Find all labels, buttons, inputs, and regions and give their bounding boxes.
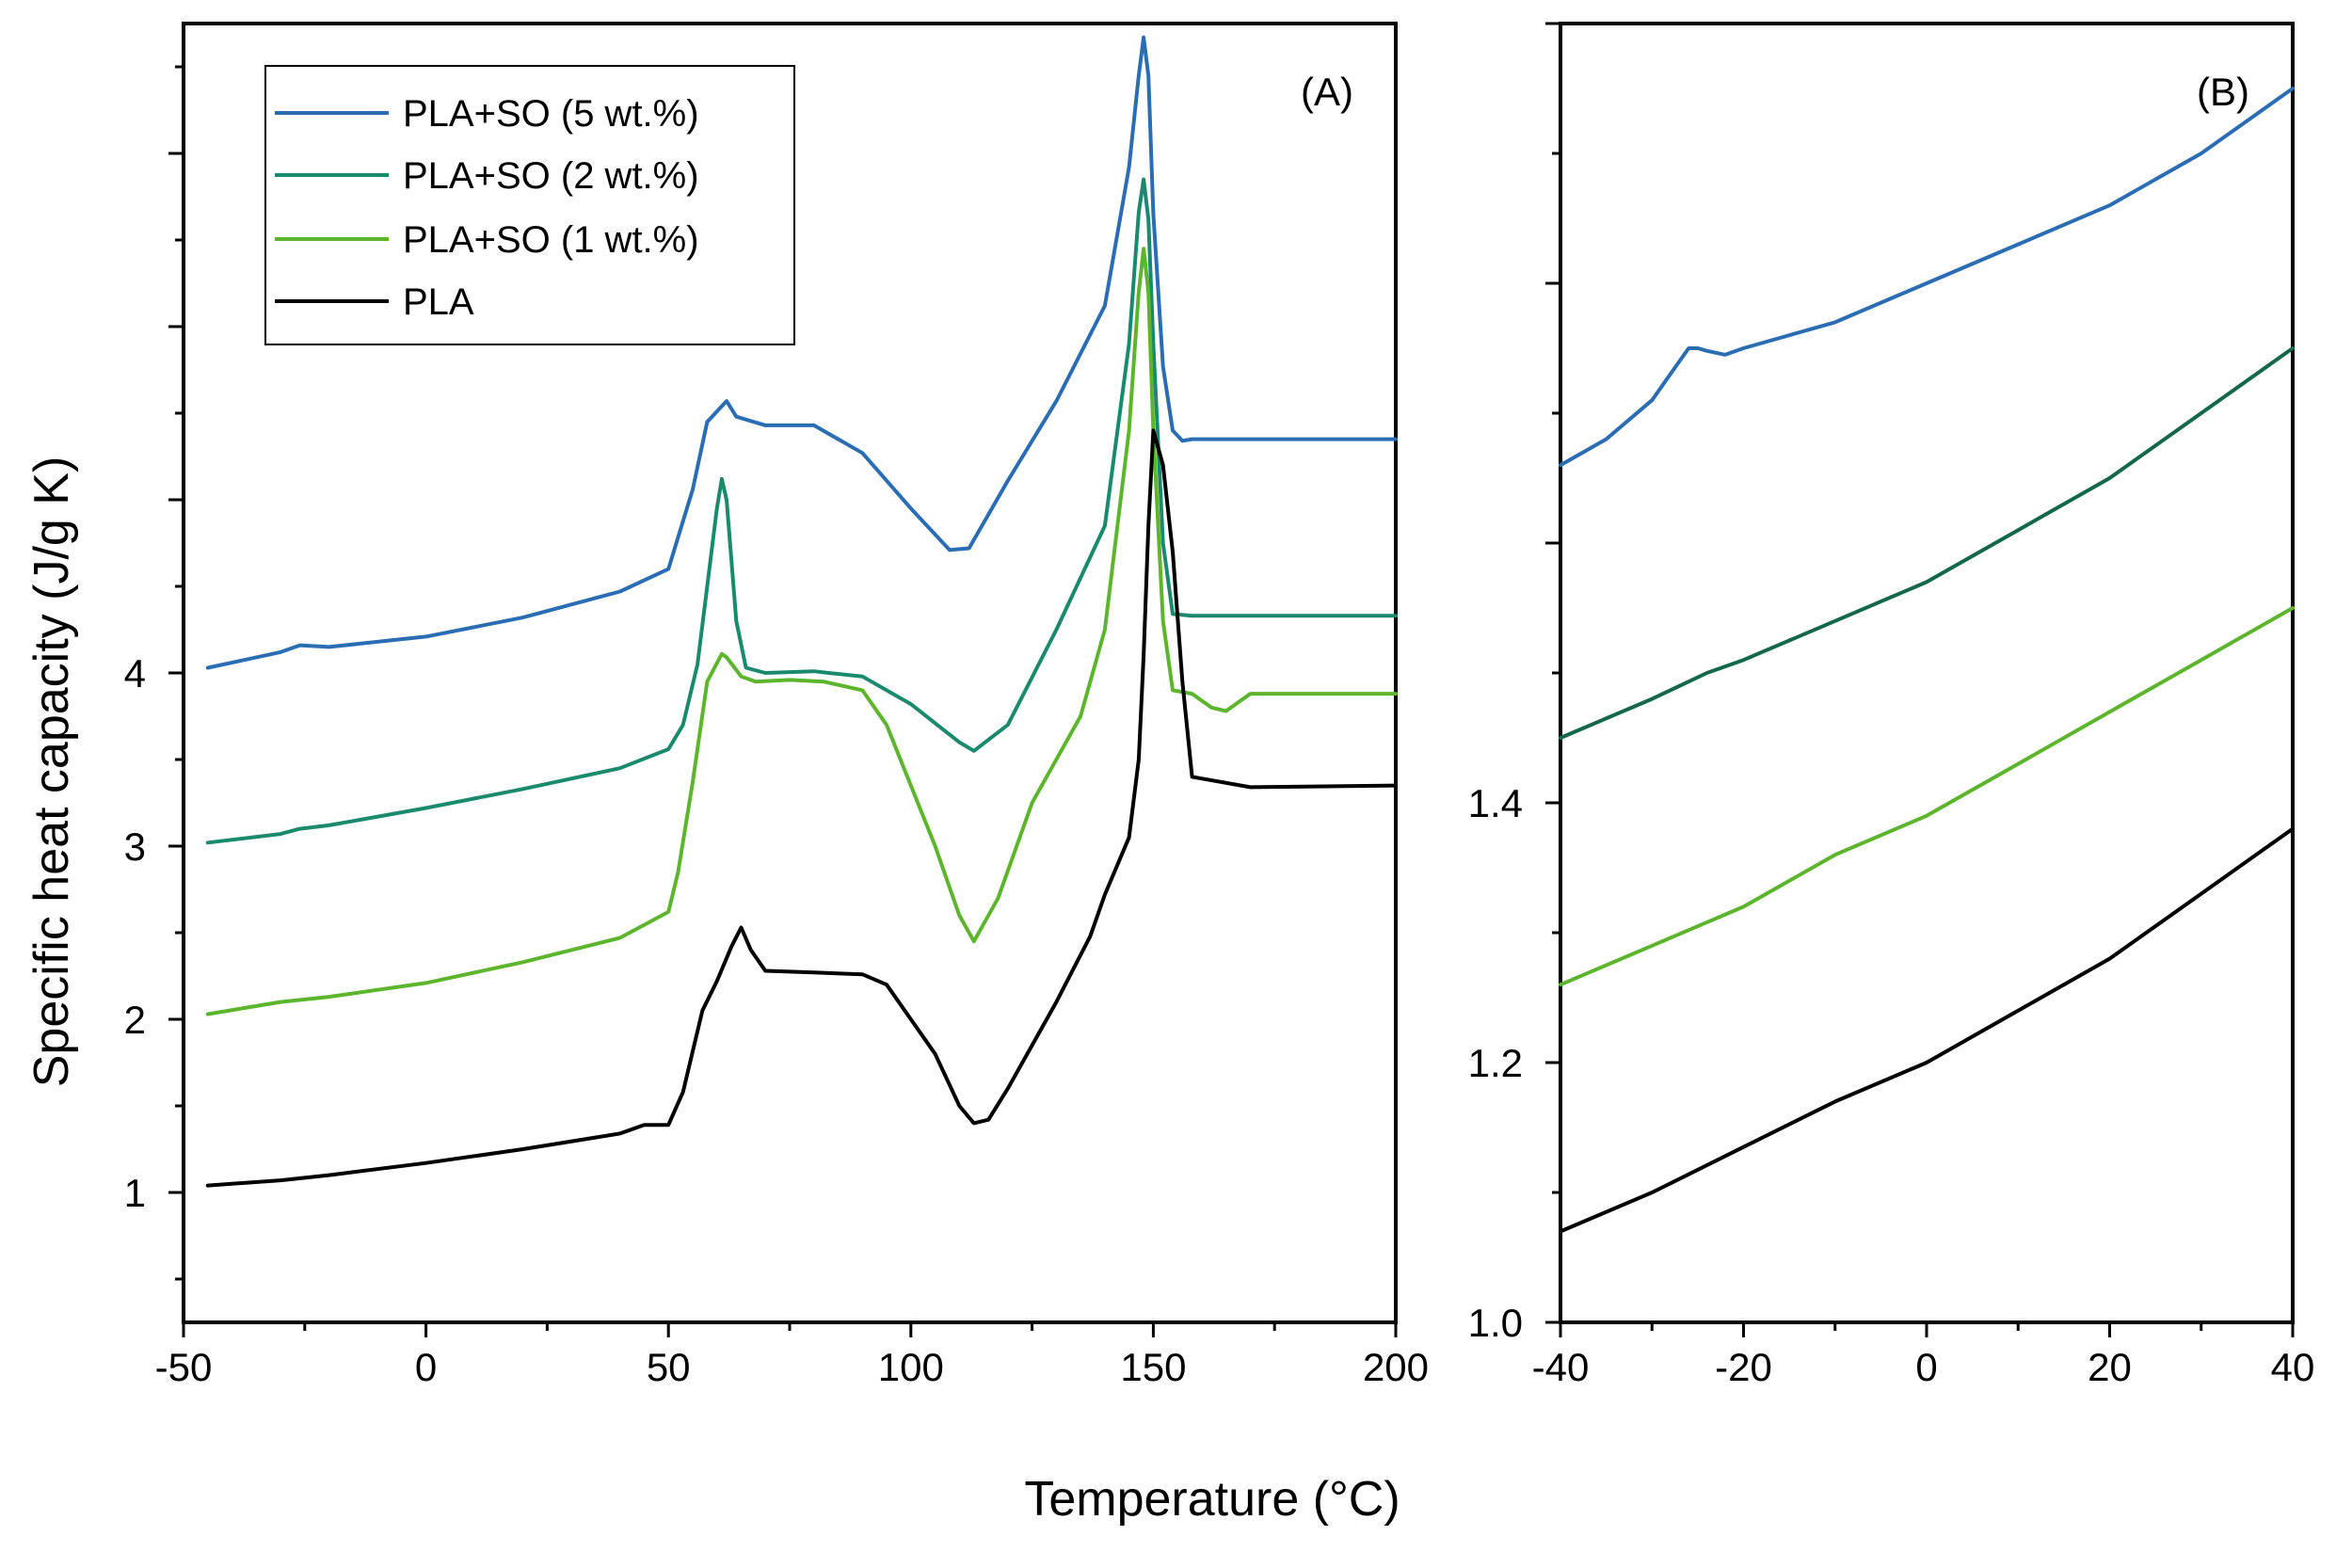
panel-b-x-tick-label: 20 <box>2088 1345 2132 1389</box>
panel-b-frame <box>1559 22 2295 1324</box>
panel-a-x-tick-label: 150 <box>1120 1345 1186 1389</box>
panel-a-series-pla-so-5-wt <box>205 35 1398 670</box>
panel-a-y-tick-label: 2 <box>124 998 146 1042</box>
panel-b-series-pla-so-1-wt <box>1559 606 2295 987</box>
y-axis-title: Specific heat capacity (J/g K) <box>24 456 79 1088</box>
panel-b-x-tick-label: -40 <box>1532 1345 1590 1389</box>
panel-b-y-tick-label: 1.4 <box>1468 781 1523 825</box>
panel-a-y-tick-label: 4 <box>124 651 146 696</box>
panel-a-series-pla <box>205 428 1398 1188</box>
x-axis-title: Temperature (°C) <box>1024 1472 1400 1527</box>
panel-b-y-tick-label: 1.2 <box>1468 1041 1523 1085</box>
panel-b: -40 -20 0 20 40 1.0 1.2 1.4 (B) <box>1468 22 2315 1389</box>
legend-label-5wt: PLA+SO (5 wt.%) <box>403 93 699 135</box>
panel-a: -50 0 50 100 150 200 1 2 3 4 (A) Specific heat c… <box>24 22 1429 1389</box>
legend-label-2wt: PLA+SO (2 wt.%) <box>403 155 699 197</box>
panel-b-label: (B) <box>2197 70 2249 114</box>
legend-label-pla: PLA <box>403 281 474 323</box>
panel-b-x-tick-label: 0 <box>1915 1345 1937 1389</box>
panel-a-series-pla-so-1-wt <box>205 247 1398 1016</box>
panel-b-x-tick-label: -20 <box>1715 1345 1772 1389</box>
panel-a-x-tick-label: 100 <box>878 1345 944 1389</box>
panel-b-series-pla-so-2-wt <box>1559 346 2295 740</box>
panel-b-series-pla <box>1559 826 2295 1234</box>
panel-b-series-pla-so-5-wt <box>1559 87 2295 468</box>
panel-b-x-tick-label: 40 <box>2271 1345 2315 1389</box>
panel-a-x-tick-label: 50 <box>647 1345 691 1389</box>
panel-a-y-tick-label: 3 <box>124 824 146 869</box>
panel-b-y-tick-label: 1.0 <box>1468 1301 1523 1345</box>
panel-a-series-pla-so-2-wt <box>205 177 1398 845</box>
panel-a-label: (A) <box>1301 70 1353 114</box>
panel-a-y-tick-label: 1 <box>124 1171 146 1215</box>
legend: PLA+SO (5 wt.%) PLA+SO (2 wt.%) PLA+SO (… <box>264 65 795 345</box>
panel-a-x-tick-label: -50 <box>155 1345 213 1389</box>
panel-a-x-tick-label: 0 <box>415 1345 437 1389</box>
legend-label-1wt: PLA+SO (1 wt.%) <box>403 219 699 261</box>
panel-a-x-tick-label: 200 <box>1363 1345 1429 1389</box>
